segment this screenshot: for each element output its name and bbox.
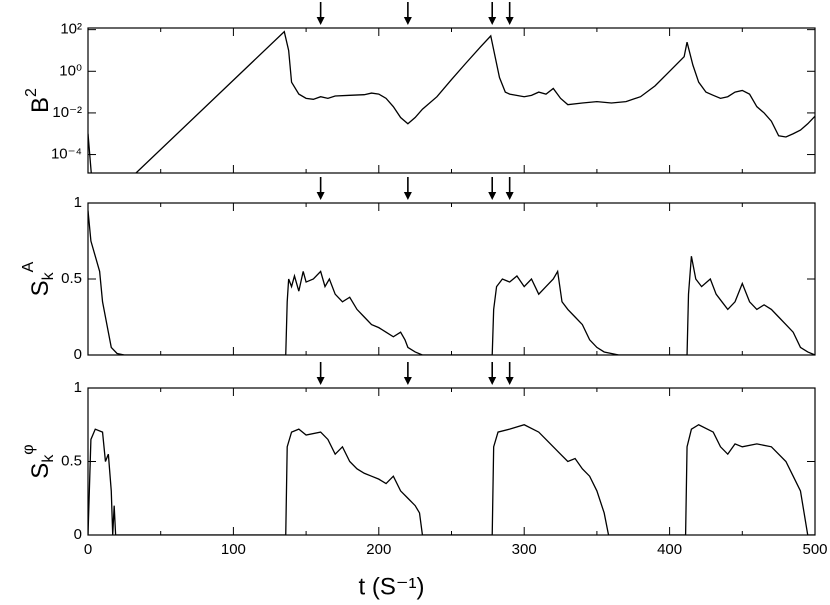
y-label-sub: k bbox=[40, 454, 57, 463]
x-tick-label: 500 bbox=[802, 541, 827, 558]
y-label-base: S bbox=[27, 280, 54, 296]
y-tick-label: 1 bbox=[74, 194, 82, 211]
arrow-head bbox=[505, 17, 514, 25]
x-tick-label: 200 bbox=[366, 541, 391, 558]
arrow-head bbox=[488, 192, 497, 200]
x-axis-label: t (S⁻¹) bbox=[359, 573, 425, 600]
y-label-sup: A bbox=[20, 261, 37, 272]
y-axis-label: B2 bbox=[23, 88, 54, 113]
y-tick-label: 10⁰ bbox=[59, 62, 82, 79]
arrow-head bbox=[488, 17, 497, 25]
arrow-head bbox=[403, 17, 412, 25]
y-label-sub: k bbox=[40, 271, 57, 280]
y-label-base: S bbox=[27, 463, 54, 479]
y-tick-label: 1 bbox=[74, 379, 82, 396]
arrow-head bbox=[505, 377, 514, 385]
y-tick-label: 10⁻⁴ bbox=[51, 146, 82, 163]
plot-frame bbox=[87, 202, 816, 356]
data-line bbox=[88, 424, 815, 535]
y-tick-label: 0.5 bbox=[61, 452, 82, 469]
y-tick-label: 0.5 bbox=[61, 270, 82, 287]
x-tick-label: 300 bbox=[512, 541, 537, 558]
y-tick-label: 0 bbox=[74, 526, 82, 543]
y-label-sup: 2 bbox=[23, 88, 40, 97]
arrow-head bbox=[403, 377, 412, 385]
data-line bbox=[88, 210, 815, 355]
y-label-sup: φ bbox=[20, 444, 37, 454]
y-axis-label: Skφ bbox=[20, 444, 57, 478]
arrow-head bbox=[316, 377, 325, 385]
plot-frame bbox=[87, 27, 816, 174]
arrow-head bbox=[316, 17, 325, 25]
arrow-head bbox=[488, 377, 497, 385]
y-tick-label: 0 bbox=[74, 346, 82, 363]
x-tick-label: 400 bbox=[657, 541, 682, 558]
x-tick-label: 100 bbox=[221, 541, 246, 558]
arrow-head bbox=[505, 192, 514, 200]
y-label-base: B bbox=[27, 97, 54, 113]
plot-frame bbox=[87, 387, 816, 536]
y-tick-label: 10⁻² bbox=[52, 104, 82, 121]
arrow-head bbox=[403, 192, 412, 200]
x-tick-label: 0 bbox=[84, 541, 92, 558]
data-line bbox=[88, 30, 815, 173]
y-tick-label: 10² bbox=[60, 21, 82, 38]
y-axis-label: SkA bbox=[20, 261, 57, 296]
arrow-head bbox=[316, 192, 325, 200]
